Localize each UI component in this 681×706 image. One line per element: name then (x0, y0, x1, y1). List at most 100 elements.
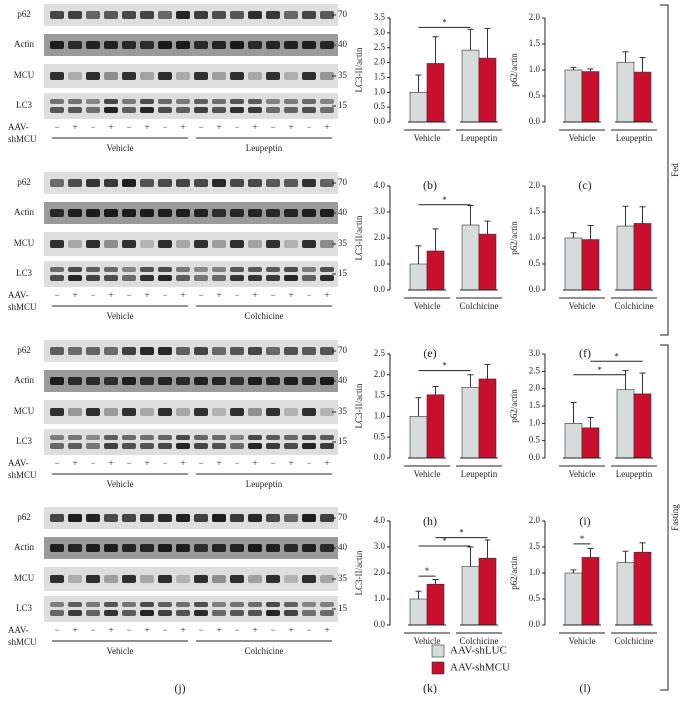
y-tick-label: 3.0 (374, 206, 386, 216)
row-label: LC3 (16, 268, 33, 278)
lane-sign: + (108, 625, 113, 635)
blot-band (284, 179, 298, 187)
lane-sign: + (216, 458, 221, 468)
row-label: MCU (14, 573, 35, 583)
blot-band (158, 347, 172, 355)
blot-band (140, 610, 154, 616)
blot-band (104, 11, 118, 19)
blot-band (194, 179, 208, 187)
blot-band (50, 514, 64, 522)
y-tick-label: 1.0 (374, 593, 386, 603)
blot-band (50, 575, 64, 583)
mw-marker: 35 (338, 238, 348, 248)
y-tick-label: 2.0 (374, 567, 386, 577)
lane-sign: − (54, 625, 59, 635)
blot-band (158, 514, 172, 522)
blot-band (212, 377, 226, 385)
treatment-label: shMCU (8, 637, 37, 647)
y-tick-label: 0.5 (529, 593, 541, 603)
blot-band (176, 240, 190, 248)
x-tick-label: Colchicine (460, 301, 499, 311)
lane-sign: + (72, 290, 77, 300)
lane-sign: + (108, 122, 113, 132)
blot-band (302, 72, 316, 80)
blot-band (104, 443, 118, 449)
x-tick-label: Vehicle (569, 469, 596, 479)
blot-band (302, 347, 316, 355)
blot-band (284, 11, 298, 19)
blot-band (122, 514, 136, 522)
y-tick-label: 0.0 (374, 116, 386, 126)
blot-band (302, 41, 316, 49)
row-label: p62 (17, 9, 31, 19)
bar (409, 598, 428, 626)
blot-band (50, 377, 64, 385)
lane-sign: + (180, 458, 185, 468)
significance-star: * (425, 566, 430, 576)
row-label: LC3 (16, 100, 33, 110)
blot-band (158, 443, 172, 449)
blot-band (302, 544, 316, 552)
blot-band (230, 99, 244, 104)
blot-band (194, 443, 208, 449)
blot-band (212, 347, 226, 355)
bar (426, 63, 445, 123)
blot-band (302, 610, 316, 616)
blot-band (302, 408, 316, 416)
significance-star: * (442, 195, 447, 205)
blot-band (86, 72, 100, 80)
blot-band (104, 408, 118, 416)
blot-band (212, 602, 226, 607)
blot-band (284, 377, 298, 385)
lane-sign: + (216, 122, 221, 132)
y-tick-label: 1.5 (529, 541, 541, 551)
lane-sign: + (144, 625, 149, 635)
blot-band (68, 443, 82, 449)
blot-band (230, 179, 244, 187)
blot-strip (44, 429, 338, 455)
y-tick-label: 1.5 (529, 38, 541, 48)
blot-band (68, 544, 82, 552)
y-tick-label: 0.0 (374, 452, 386, 462)
blot-band (122, 267, 136, 272)
group-label: Vehicle (107, 143, 134, 153)
mw-marker: 35 (338, 70, 348, 80)
blot-band (68, 179, 82, 187)
y-tick-label: 1.5 (374, 390, 386, 400)
x-tick-label: Leupeptin (461, 133, 498, 143)
y-axis-label: p62/actin (509, 221, 519, 255)
y-tick-label: 1.5 (529, 206, 541, 216)
blot-band (140, 435, 154, 440)
blot-band (68, 41, 82, 49)
blot-band (266, 41, 280, 49)
blot-band (68, 602, 82, 607)
bar (633, 393, 652, 459)
lane-sign: + (180, 625, 185, 635)
group-label: Vehicle (107, 479, 134, 489)
x-tick-label: Vehicle (569, 133, 596, 143)
lane-sign: + (72, 458, 77, 468)
y-tick-label: 2.0 (529, 515, 541, 525)
blot-band (68, 11, 82, 19)
blot-band (122, 544, 136, 552)
blot-band (140, 267, 154, 272)
blot-band (194, 575, 208, 583)
y-axis-label: LC3-II/actin (354, 550, 364, 595)
blot-band (302, 267, 316, 272)
blot-band (122, 275, 136, 281)
bar (581, 239, 600, 291)
blot-band (122, 240, 136, 248)
blot-band (86, 99, 100, 104)
blot-band (194, 377, 208, 385)
blot-band (50, 435, 64, 440)
blot-band (176, 11, 190, 19)
lane-sign: + (144, 458, 149, 468)
y-tick-label: 3.5 (374, 12, 386, 22)
blot-band (194, 275, 208, 281)
lane-sign: − (54, 458, 59, 468)
lane-sign: + (252, 290, 257, 300)
blot-band (176, 72, 190, 80)
blot-band (230, 602, 244, 607)
caption: (j) (174, 681, 185, 695)
